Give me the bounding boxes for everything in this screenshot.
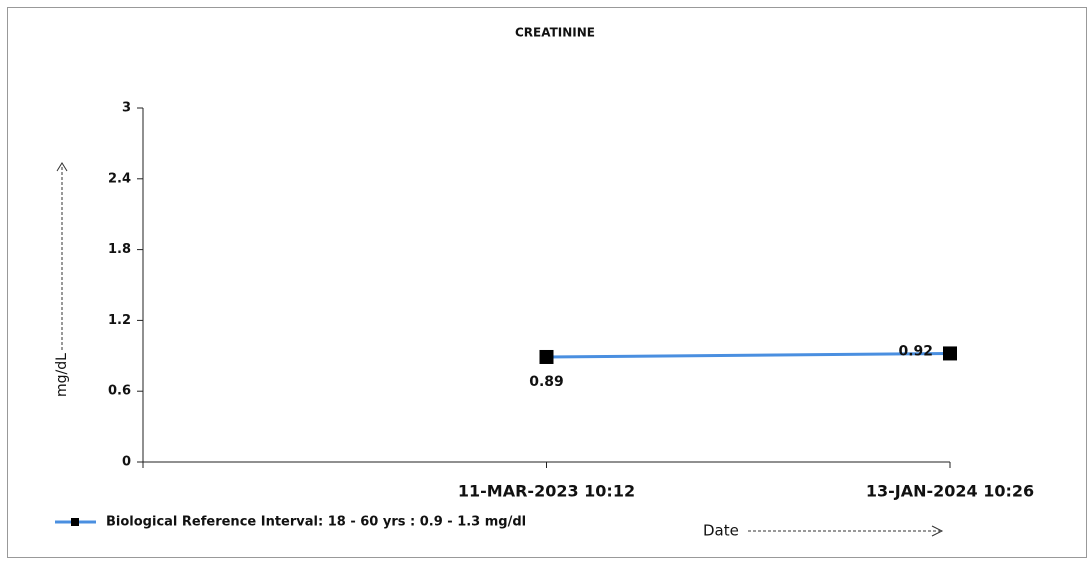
y-axis-label: mg/dL (54, 353, 70, 397)
x-label-arrowhead (931, 525, 944, 537)
data-label: 0.89 (529, 374, 564, 390)
y-tick-label: 2.4 (108, 171, 131, 186)
data-point (539, 349, 554, 364)
y-tick-label: 0.6 (108, 384, 131, 399)
data-label: 0.92 (898, 343, 933, 359)
legend-marker (71, 518, 79, 526)
y-tick-label: 1.2 (108, 313, 131, 328)
x-axis-label: Date (703, 522, 739, 540)
x-tick-label: 13-JAN-2024 10:26 (866, 482, 1034, 501)
y-tick-label: 1.8 (108, 242, 131, 257)
chart-title: CREATININE (515, 26, 595, 40)
y-label-arrowhead (56, 162, 68, 172)
data-point (943, 346, 957, 361)
y-tick-label: 3 (122, 101, 131, 116)
legend-label: Biological Reference Interval: 18 - 60 y… (106, 515, 526, 530)
y-tick-label: 0 (122, 455, 131, 470)
x-tick-label: 11-MAR-2023 10:12 (458, 482, 635, 501)
series-line (546, 351, 951, 359)
chart-frame (7, 7, 1087, 558)
